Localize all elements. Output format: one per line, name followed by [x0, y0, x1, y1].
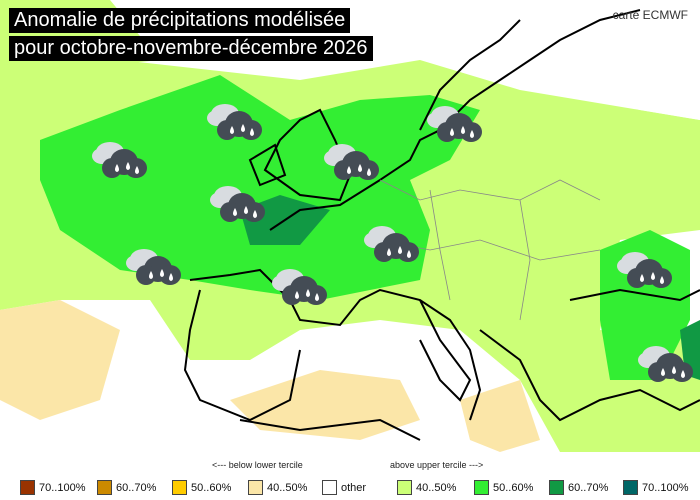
- legend-swatch: [623, 480, 638, 495]
- legend-heading: <--- below lower tercile: [212, 460, 303, 470]
- dry-light: [230, 370, 420, 440]
- legend-label: 60..70%: [116, 481, 157, 494]
- legend-swatch: [248, 480, 263, 495]
- legend-item: 70..100%: [623, 480, 688, 495]
- legend-swatch: [322, 480, 337, 495]
- legend-item: 60..70%: [549, 480, 608, 495]
- source: carte ECMWF: [612, 8, 688, 22]
- legend-label: other: [341, 481, 367, 494]
- legend-swatch: [20, 480, 35, 495]
- legend-item: 60..70%: [97, 480, 156, 495]
- legend-label: 50..60%: [191, 481, 232, 494]
- legend-swatch: [474, 480, 489, 495]
- title-line: pour octobre-novembre-décembre 2026: [9, 36, 373, 61]
- neutral: [560, 30, 700, 120]
- legend-item: 70..100%: [20, 480, 85, 495]
- legend-item: 40..50%: [397, 480, 456, 495]
- legend-item: 40..50%: [248, 480, 307, 495]
- legend-swatch: [549, 480, 564, 495]
- legend-swatch: [172, 480, 187, 495]
- legend-item: other: [322, 480, 366, 495]
- legend-label: 40..50%: [416, 481, 457, 494]
- legend-heading: above upper tercile --->: [390, 460, 484, 470]
- legend-swatch: [397, 480, 412, 495]
- dry-light: [0, 300, 120, 420]
- legend: <--- below lower tercile above upper ter…: [0, 452, 700, 500]
- legend-label: 60..70%: [568, 481, 609, 494]
- map: [0, 0, 700, 452]
- legend-item: 50..60%: [172, 480, 231, 495]
- legend-item: 50..60%: [474, 480, 533, 495]
- legend-label: 70..100%: [39, 481, 86, 494]
- title-line: Anomalie de précipitations modélisée: [9, 8, 351, 33]
- legend-label: 70..100%: [642, 481, 689, 494]
- dry-light: [460, 380, 540, 452]
- legend-label: 50..60%: [493, 481, 534, 494]
- legend-swatch: [97, 480, 112, 495]
- legend-label: 40..50%: [267, 481, 308, 494]
